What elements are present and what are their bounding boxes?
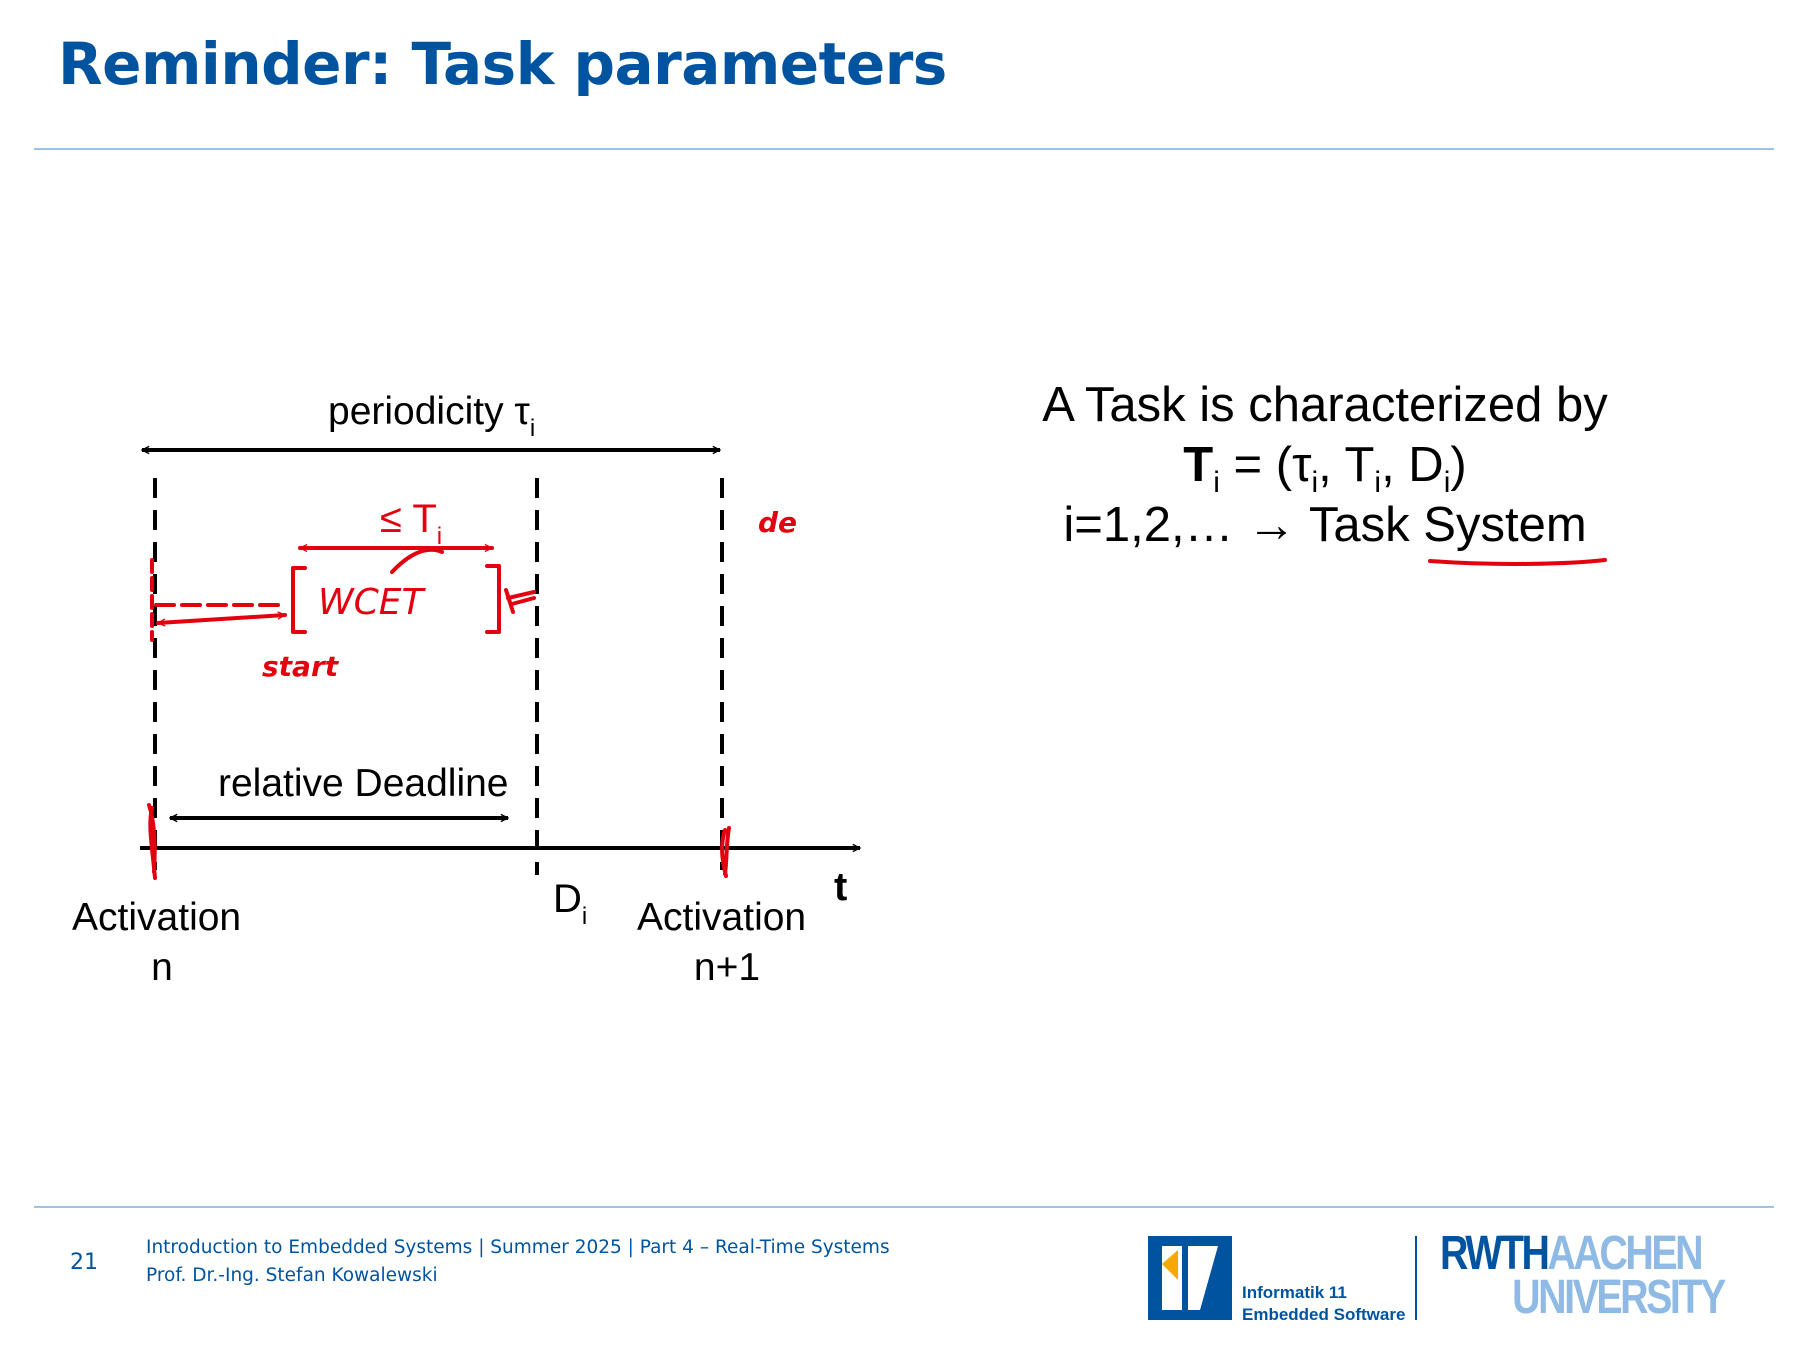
wcet-bracket-left <box>291 566 307 634</box>
slack-arrow <box>504 588 536 614</box>
activation-n1-label: Activation n+1 <box>637 896 817 989</box>
activation-n-mark <box>147 803 157 880</box>
deadline-label: Di <box>553 877 587 930</box>
system-underline <box>1428 558 1607 566</box>
task-tuple: Ti = (τi, Ti, Di) <box>1183 438 1467 499</box>
aachen-word: AACHEN <box>1547 1227 1703 1280</box>
footer-info: Introduction to Embedded Systems | Summe… <box>146 1234 890 1290</box>
page-number: 21 <box>70 1250 98 1275</box>
activation-n-label: Activation n <box>72 896 252 989</box>
course-line: Introduction to Embedded Systems | Summe… <box>146 1237 890 1258</box>
task-definition: A Task is characterized by Ti = (τi, Ti,… <box>1000 375 1650 555</box>
start-label: start <box>262 650 340 683</box>
relative-deadline-label: relative Deadline <box>218 762 509 805</box>
le-T-pointer <box>390 547 444 574</box>
handwritten-annotations <box>147 547 1607 880</box>
header-divider <box>34 148 1774 150</box>
periodicity-label: periodicity τi <box>328 390 535 442</box>
informatik-11-logo-icon <box>1148 1236 1232 1320</box>
slide-title: Reminder: Task parameters <box>58 30 947 98</box>
time-axis-label: t <box>834 865 847 909</box>
wcet-bracket-right <box>485 564 501 634</box>
le-T-label: ≤ Ti <box>380 497 442 550</box>
chair-name: Informatik 11 Embedded Software <box>1242 1282 1405 1326</box>
footer-divider <box>34 1206 1774 1208</box>
chair-line1: Informatik 11 <box>1242 1283 1347 1302</box>
task-definition-line1: A Task is characterized by <box>1042 378 1608 432</box>
chair-line2: Embedded Software <box>1242 1305 1406 1324</box>
logo-separator <box>1415 1236 1417 1320</box>
task-system-line: i=1,2,… → Task System <box>1063 498 1587 552</box>
author-line: Prof. Dr.-Ing. Stefan Kowalewski <box>146 1265 438 1286</box>
scribble-label: de <box>758 506 797 539</box>
start-offset-arrow <box>156 615 287 623</box>
activation-n1-mark <box>720 826 731 878</box>
university-word: UNIVERSITY <box>1512 1271 1726 1324</box>
rwth-aachen-logo: RWTHAACHEN UNIVERSITY <box>1440 1230 1726 1324</box>
wcet-label: WCET <box>318 582 426 623</box>
rwth-word: RWTH <box>1440 1227 1550 1280</box>
